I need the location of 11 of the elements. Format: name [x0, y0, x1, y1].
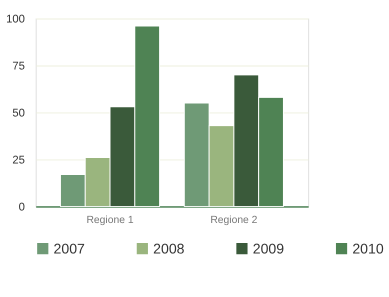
legend-label: 2008 — [153, 240, 185, 256]
y-tick-label: 0 — [18, 202, 25, 214]
y-tick-label: 75 — [12, 60, 25, 73]
x-tick-label: Regione 2 — [210, 214, 258, 226]
legend-label: 2007 — [54, 240, 86, 256]
y-tick-label: 50 — [12, 108, 25, 120]
y-tick-label: 100 — [6, 14, 25, 26]
legend-label: 2010 — [352, 240, 384, 256]
legend-label: 2009 — [252, 240, 284, 256]
y-tick-label: 25 — [12, 154, 25, 167]
x-tick-label: Regione 1 — [86, 214, 134, 226]
